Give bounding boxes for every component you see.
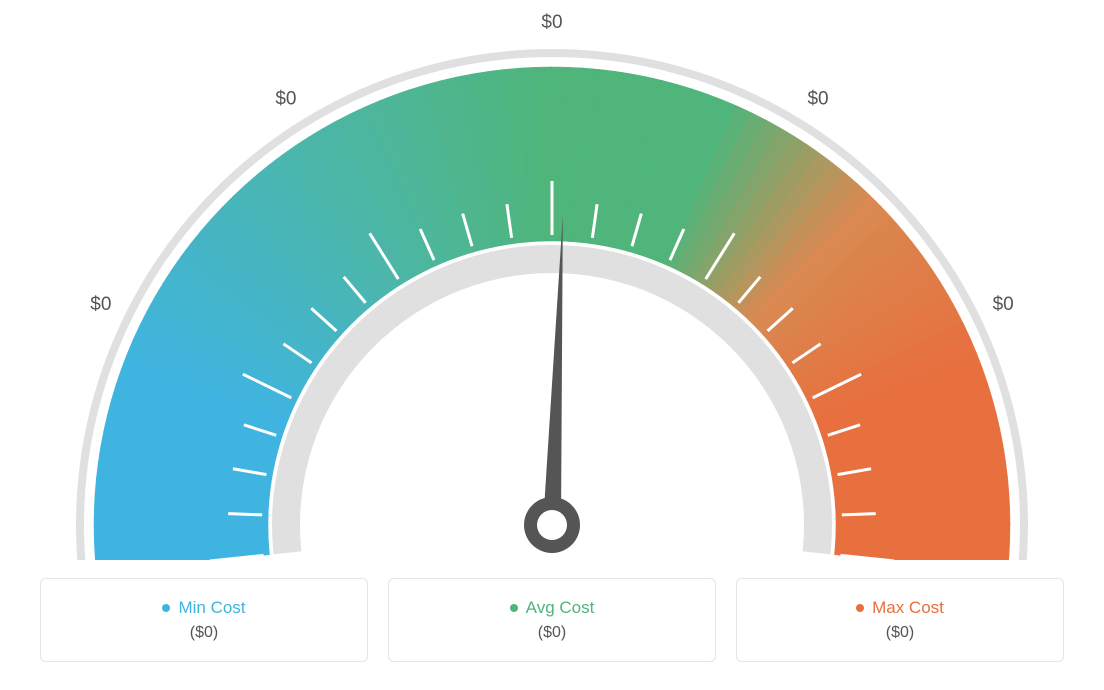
gauge-svg: $0$0$0$0$0$0$0 xyxy=(0,0,1104,560)
dot-icon xyxy=(856,604,864,612)
svg-text:$0: $0 xyxy=(90,294,111,315)
gauge-chart: $0$0$0$0$0$0$0 xyxy=(0,0,1104,560)
dot-icon xyxy=(162,604,170,612)
legend-label: Min Cost xyxy=(178,598,245,618)
cost-gauge-container: $0$0$0$0$0$0$0 Min Cost ($0) Avg Cost ($… xyxy=(0,0,1104,690)
legend-value: ($0) xyxy=(190,624,218,642)
legend-card-avg: Avg Cost ($0) xyxy=(388,578,716,662)
svg-text:$0: $0 xyxy=(993,294,1014,315)
legend-card-max: Max Cost ($0) xyxy=(736,578,1064,662)
legend-title-row: Min Cost xyxy=(162,598,245,618)
legend-value: ($0) xyxy=(538,624,566,642)
svg-text:$0: $0 xyxy=(541,12,562,33)
legend-label: Avg Cost xyxy=(526,598,595,618)
legend-value: ($0) xyxy=(886,624,914,642)
dot-icon xyxy=(510,604,518,612)
svg-text:$0: $0 xyxy=(275,88,296,109)
svg-text:$0: $0 xyxy=(807,88,828,109)
legend-title-row: Avg Cost xyxy=(510,598,595,618)
legend-row: Min Cost ($0) Avg Cost ($0) Max Cost ($0… xyxy=(40,578,1064,662)
legend-title-row: Max Cost xyxy=(856,598,944,618)
legend-card-min: Min Cost ($0) xyxy=(40,578,368,662)
legend-label: Max Cost xyxy=(872,598,944,618)
